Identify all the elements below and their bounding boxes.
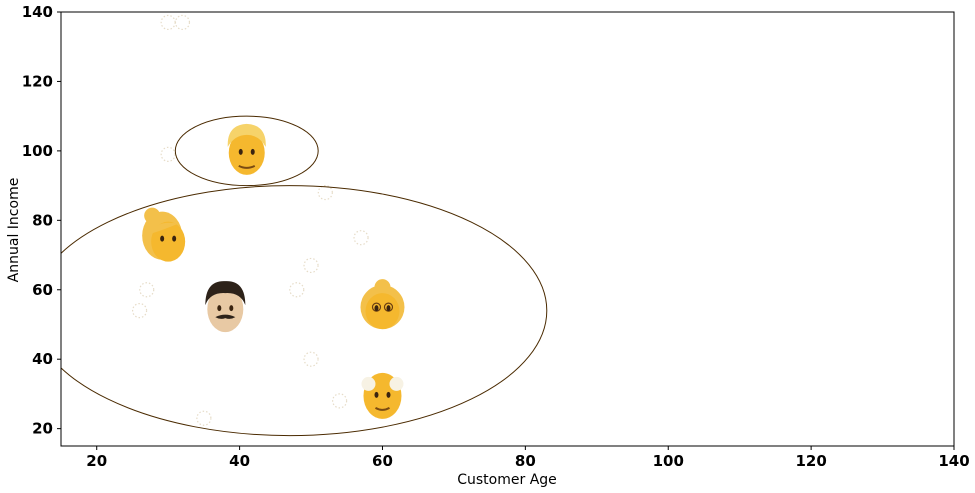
y-tick-label: 120	[22, 72, 53, 90]
x-tick-label: 120	[795, 452, 826, 470]
faint-marker	[289, 282, 305, 298]
plot-area	[61, 14, 548, 437]
x-tick-label: 100	[653, 452, 684, 470]
x-axis-title: Customer Age	[457, 472, 557, 488]
y-tick-label: 140	[22, 3, 53, 21]
older-woman-emoji	[360, 279, 405, 330]
x-tick-label: 60	[372, 452, 393, 470]
x-tick-label: 80	[515, 452, 536, 470]
faint-marker	[160, 146, 176, 162]
faint-marker	[317, 184, 333, 201]
faint-marker	[332, 393, 348, 409]
y-tick-label: 20	[32, 420, 53, 438]
faint-marker	[303, 257, 319, 274]
plot-frame	[60, 11, 955, 447]
faint-marker	[160, 14, 176, 31]
faint-marker	[139, 282, 155, 298]
x-tick-label: 40	[229, 452, 250, 470]
older-man-emoji	[361, 372, 404, 419]
faint-marker	[174, 14, 191, 31]
woman-blonde-emoji	[142, 207, 186, 262]
cluster-ellipse	[61, 185, 548, 437]
x-tick-label: 140	[938, 452, 969, 470]
man-mustache-emoji	[205, 281, 246, 333]
y-tick-label: 100	[22, 142, 53, 160]
y-axis-title: Annual Income	[6, 178, 22, 283]
x-tick-label: 20	[86, 452, 107, 470]
cluster-ellipse	[174, 115, 319, 187]
faint-marker	[196, 410, 212, 426]
faint-marker	[353, 230, 369, 246]
y-tick-label: 40	[32, 350, 53, 368]
faint-marker	[303, 351, 319, 367]
y-tick-label: 80	[32, 211, 53, 229]
man-blond-emoji	[227, 123, 266, 175]
y-tick-label: 60	[32, 281, 53, 299]
faint-marker	[131, 302, 148, 319]
